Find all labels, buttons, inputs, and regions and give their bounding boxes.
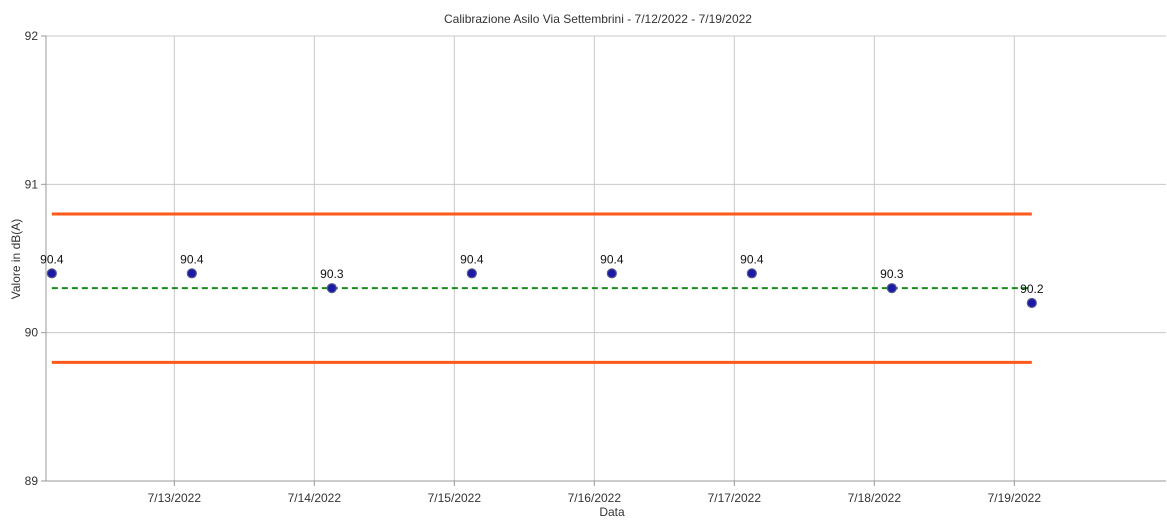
axes (41, 35, 1166, 486)
x-tick-label: 7/15/2022 (428, 491, 482, 505)
y-tick-labels: 89 90 91 92 (25, 29, 39, 488)
y-tick-label: 92 (25, 29, 39, 43)
data-point (886, 283, 897, 294)
chart-title: Calibrazione Asilo Via Settembrini - 7/1… (444, 12, 752, 26)
y-tick-label: 90 (25, 326, 39, 340)
data-points (46, 268, 1037, 309)
data-point (746, 268, 757, 279)
y-tick-label: 89 (25, 474, 39, 488)
data-labels: 90.4 90.4 90.3 90.4 90.4 90.4 90.3 90.2 (40, 252, 1044, 296)
data-point (186, 268, 197, 279)
data-point (466, 268, 477, 279)
x-tick-label: 7/18/2022 (848, 491, 902, 505)
data-point (46, 268, 57, 279)
x-tick-label: 7/14/2022 (288, 491, 342, 505)
data-label: 90.4 (460, 252, 484, 266)
data-point (326, 283, 337, 294)
y-axis-label: Valore in dB(A) (9, 219, 23, 299)
data-label: 90.2 (1020, 282, 1044, 296)
x-tick-label: 7/19/2022 (988, 491, 1042, 505)
data-point (1026, 297, 1037, 309)
data-label: 90.3 (320, 267, 344, 281)
data-label: 90.4 (740, 252, 764, 266)
x-axis-label: Data (599, 505, 625, 519)
data-label: 90.4 (180, 252, 204, 266)
x-tick-labels: 7/13/2022 7/14/2022 7/15/2022 7/16/2022 7/17… (148, 491, 1042, 505)
x-tick-label: 7/13/2022 (148, 491, 202, 505)
x-tick-label: 7/17/2022 (708, 491, 762, 505)
y-tick-label: 91 (25, 177, 39, 191)
data-label: 90.3 (880, 267, 904, 281)
data-point (606, 268, 617, 279)
data-label: 90.4 (40, 252, 64, 266)
reference-lines (51, 212, 1032, 364)
data-label: 90.4 (600, 252, 624, 266)
x-tick-label: 7/16/2022 (568, 491, 622, 505)
